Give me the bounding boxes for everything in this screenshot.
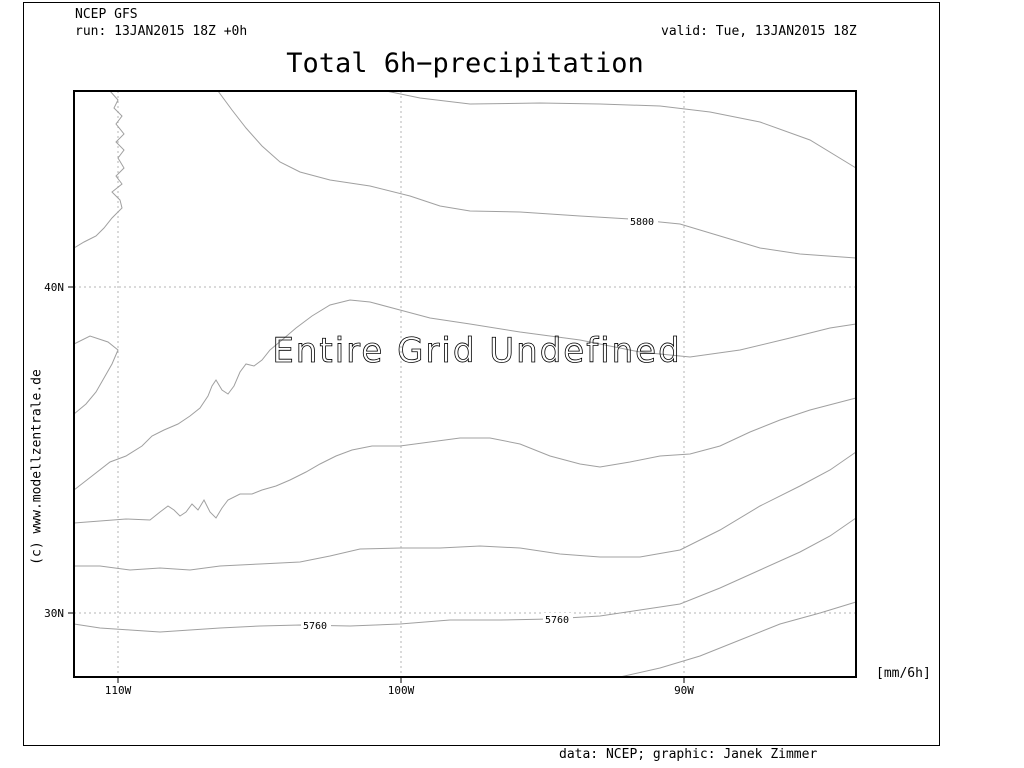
x-tick-label-110w: 110W bbox=[105, 684, 132, 697]
contour-line bbox=[73, 335, 119, 415]
contour-line bbox=[385, 90, 857, 169]
contour-line bbox=[73, 299, 857, 491]
x-tick-label-90w: 90W bbox=[674, 684, 694, 697]
plot-border bbox=[73, 90, 857, 678]
units-label: [mm/6h] bbox=[876, 666, 931, 681]
undefined-grid-message: Entire Grid Undefined bbox=[272, 331, 681, 371]
y-tick-label-40n: 40N bbox=[44, 281, 64, 294]
y-tick-label-30n: 30N bbox=[44, 607, 64, 620]
contour-labels: 5800 5760 5760 bbox=[301, 215, 658, 632]
figure-frame bbox=[23, 2, 940, 746]
data-credit: data: NCEP; graphic: Janek Zimmer bbox=[559, 747, 818, 762]
map-title: Total 6h−precipitation bbox=[286, 48, 644, 79]
contour-label-5800: 5800 bbox=[630, 217, 654, 228]
contour-line bbox=[73, 397, 857, 524]
contour-label-5760-east: 5760 bbox=[545, 615, 569, 626]
contour-line bbox=[619, 601, 857, 678]
contour-line bbox=[217, 90, 857, 259]
contour-line bbox=[73, 517, 857, 633]
contour-line bbox=[74, 451, 857, 571]
contour-line bbox=[73, 90, 125, 249]
contour-label-bg bbox=[543, 613, 573, 625]
contour-label-bg bbox=[628, 215, 658, 227]
x-tick-label-100w: 100W bbox=[388, 684, 415, 697]
valid-time: valid: Tue, 13JAN2015 18Z bbox=[661, 24, 857, 39]
contour-label-bg bbox=[301, 619, 331, 631]
contour-label-5760-west: 5760 bbox=[303, 621, 327, 632]
contour-lines bbox=[73, 90, 857, 678]
run-info: run: 13JAN2015 18Z +0h bbox=[75, 24, 248, 39]
grid-lines bbox=[74, 91, 856, 677]
model-name: NCEP GFS bbox=[75, 7, 138, 22]
